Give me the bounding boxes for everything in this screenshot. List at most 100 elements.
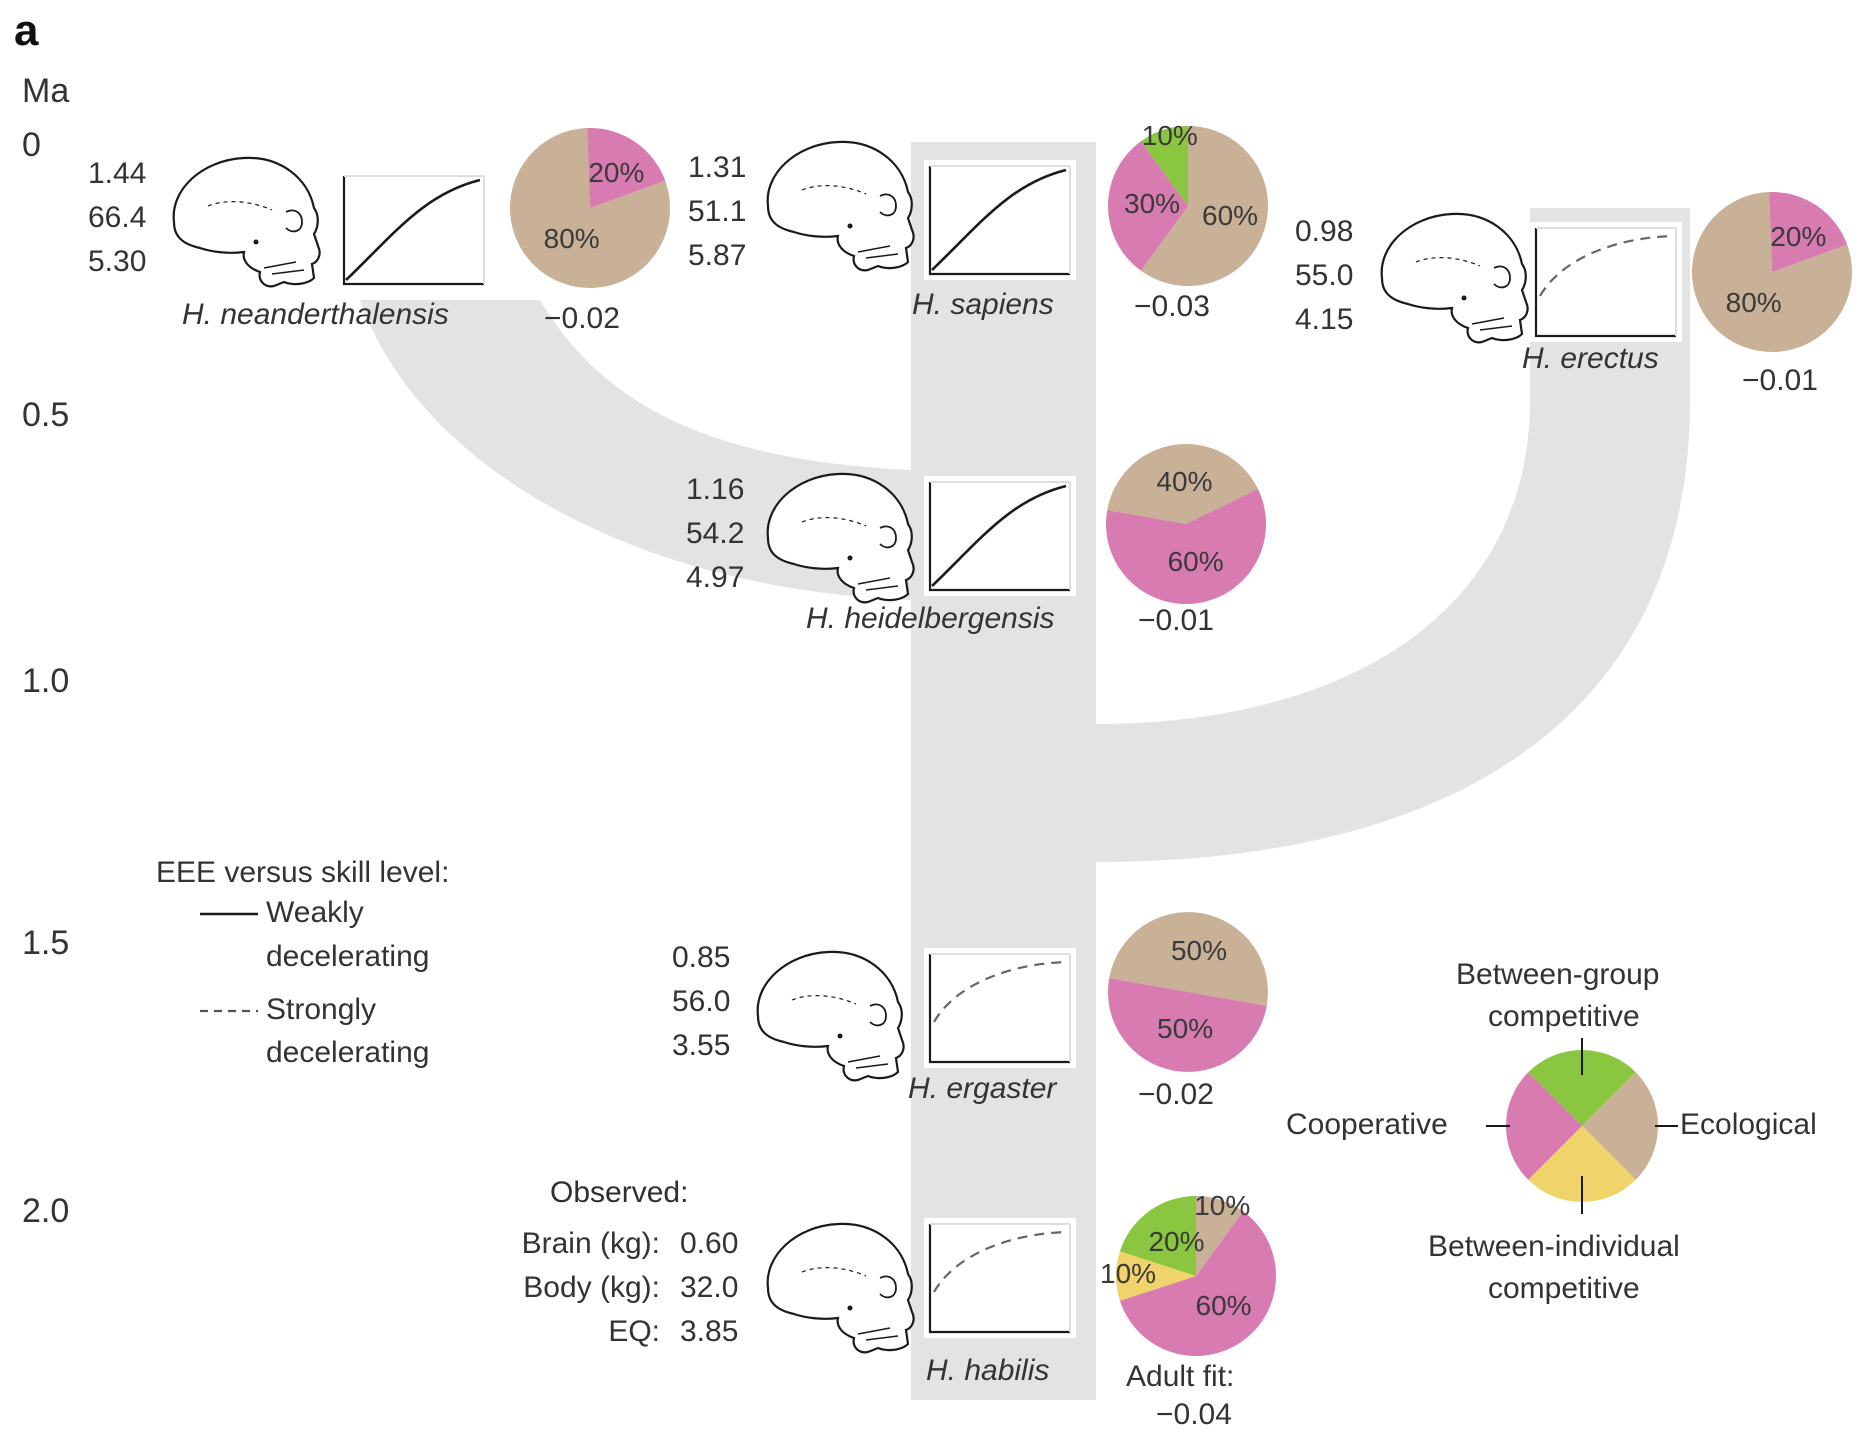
ergaster-eee-curve xyxy=(933,960,1067,1023)
heidelbergensis-stats: 1.16 54.2 4.97 xyxy=(686,468,744,600)
pie-legend-right: Ecological xyxy=(1680,1108,1817,1141)
heidelbergensis-brain: 1.16 xyxy=(686,473,745,506)
neanderthalensis-skull xyxy=(172,156,321,288)
sapiens-pie xyxy=(1107,126,1268,286)
heidelbergensis-pie xyxy=(1106,443,1266,604)
heidelbergensis-eq: 4.97 xyxy=(686,561,745,594)
ergaster-fit: −0.02 xyxy=(1138,1078,1214,1111)
pie-legend-slice-ecological xyxy=(1582,1072,1658,1180)
eee-curve-plots xyxy=(338,160,1682,1338)
habilis-fit-label: Adult fit: xyxy=(1126,1360,1235,1393)
erectus-pie xyxy=(1692,191,1852,353)
heidelbergensis-fit: −0.01 xyxy=(1138,604,1214,637)
ergaster-body: 56.0 xyxy=(672,985,731,1018)
erectus-pie-slice-ecological xyxy=(1692,192,1852,353)
sapiens-body: 51.1 xyxy=(688,195,747,228)
ergaster-pie-slice-cooperative xyxy=(1108,978,1267,1072)
neanderthalensis-pie xyxy=(509,128,670,288)
ergaster-pie-label-ecological: 50% xyxy=(1170,934,1227,966)
heidelbergensis-pie-label-ecological: 40% xyxy=(1156,466,1213,498)
habilis-fit: −0.04 xyxy=(1156,1398,1232,1431)
erectus-eee-curve xyxy=(1539,234,1673,297)
curve-legend-strong-2: decelerating xyxy=(266,1036,430,1069)
habilis-brain: 0.60 xyxy=(680,1227,739,1260)
habilis-pie-slice-between_individual xyxy=(1116,1251,1196,1301)
habilis-skull xyxy=(766,1222,915,1354)
heidelbergensis-body: 54.2 xyxy=(686,517,745,550)
ergaster-stats: 0.85 56.0 3.55 xyxy=(672,936,730,1068)
ergaster-pie-label-cooperative: 50% xyxy=(1157,1013,1214,1045)
habilis-name: H. habilis xyxy=(926,1354,1050,1387)
panel-label: a xyxy=(14,6,39,55)
pie-legend-leaders xyxy=(1486,1038,1678,1214)
ergaster-eee-plot xyxy=(924,948,1076,1068)
erectus-body: 55.0 xyxy=(1295,259,1354,292)
pie-legend-slice-cooperative xyxy=(1505,1072,1582,1180)
neanderthalensis-brain: 1.44 xyxy=(88,157,147,190)
pie-charts xyxy=(509,126,1852,1357)
curve-legend-weak-1: Weakly xyxy=(266,896,364,929)
sapiens-brain: 1.31 xyxy=(688,151,747,184)
neanderthalensis-eq: 5.30 xyxy=(88,245,147,278)
habilis-eee-plot xyxy=(924,1218,1076,1338)
time-tick-0: 0 xyxy=(22,126,41,164)
ergaster-pie xyxy=(1108,912,1268,1072)
neanderthalensis-fit: −0.02 xyxy=(544,302,620,335)
erectus-pie-slice-cooperative xyxy=(1769,191,1848,272)
heidelbergensis-pie-label-cooperative: 60% xyxy=(1167,545,1224,577)
erectus-brain: 0.98 xyxy=(1295,215,1354,248)
habilis-pie-slice-cooperative xyxy=(1119,1211,1277,1357)
sapiens-skull xyxy=(766,140,915,272)
neanderthalensis-stats: 1.44 66.4 5.30 xyxy=(88,152,146,284)
habilis-stats: 0.60 32.0 3.85 xyxy=(680,1222,738,1354)
pie-legend-top-2: competitive xyxy=(1488,1000,1640,1033)
time-tick-1-5: 1.5 xyxy=(22,924,70,962)
neanderthalensis-eee-curve xyxy=(345,178,481,281)
sapiens-pie-slice-cooperative xyxy=(1107,141,1188,271)
erectus-name: H. erectus xyxy=(1522,342,1659,375)
erectus-eq: 4.15 xyxy=(1295,303,1354,336)
pie-legend-bottom-1: Between-individual xyxy=(1428,1230,1680,1263)
branch-main-trunk xyxy=(911,142,1096,1400)
habilis-eq-label: EQ: xyxy=(608,1315,660,1348)
neanderthalensis-body: 66.4 xyxy=(88,201,147,234)
pie-legend-slice-between_individual xyxy=(1528,1126,1636,1202)
erectus-eee-plot xyxy=(1530,222,1682,342)
heidelbergensis-pie-slice-cooperative xyxy=(1106,488,1266,604)
habilis-body-label: Body (kg): xyxy=(523,1271,660,1304)
sapiens-eee-curve xyxy=(931,168,1067,271)
erectus-stats: 0.98 55.0 4.15 xyxy=(1295,210,1353,342)
erectus-skull xyxy=(1380,212,1529,344)
habilis-eq: 3.85 xyxy=(680,1315,739,1348)
heidelbergensis-eee-curve xyxy=(931,484,1067,587)
habilis-pie-slice-between_group xyxy=(1119,1196,1196,1276)
pie-legend xyxy=(1505,1050,1658,1202)
erectus-pie-label-cooperative: 20% xyxy=(1770,220,1827,252)
habilis-eee-curve xyxy=(933,1230,1067,1293)
pie-legend-top-1: Between-group xyxy=(1456,958,1660,991)
habilis-body: 32.0 xyxy=(680,1271,739,1304)
neanderthalensis-name: H. neanderthalensis xyxy=(182,298,449,331)
time-axis-unit: Ma xyxy=(22,72,70,110)
habilis-brain-label: Brain (kg): xyxy=(521,1227,660,1260)
curve-legend-weak-2: decelerating xyxy=(266,940,430,973)
erectus-fit: −0.01 xyxy=(1742,364,1818,397)
ergaster-pie-slice-ecological xyxy=(1109,912,1268,1006)
ergaster-name: H. ergaster xyxy=(908,1072,1057,1105)
pie-legend-left: Cooperative xyxy=(1286,1108,1448,1141)
branch-erectus xyxy=(1096,208,1690,890)
habilis-stat-labels: Brain (kg): Body (kg): EQ: xyxy=(494,1222,660,1354)
sapiens-pie-slice-ecological xyxy=(1140,126,1268,286)
sapiens-eq: 5.87 xyxy=(688,239,747,272)
heidelbergensis-pie-slice-ecological xyxy=(1107,443,1258,524)
erectus-pie-label-ecological: 80% xyxy=(1725,287,1782,319)
sapiens-eee-plot xyxy=(924,160,1076,280)
ergaster-brain: 0.85 xyxy=(672,941,731,974)
phylogeny-branch-shapes xyxy=(360,142,1690,1400)
habilis-pie-label-between_individual: 10% xyxy=(1100,1258,1157,1289)
sapiens-pie-label-between_group: 10% xyxy=(1141,119,1198,151)
neanderthalensis-pie-slice-cooperative xyxy=(587,128,666,208)
habilis-pie-slice-ecological xyxy=(1196,1196,1244,1276)
ergaster-eq: 3.55 xyxy=(672,1029,731,1062)
